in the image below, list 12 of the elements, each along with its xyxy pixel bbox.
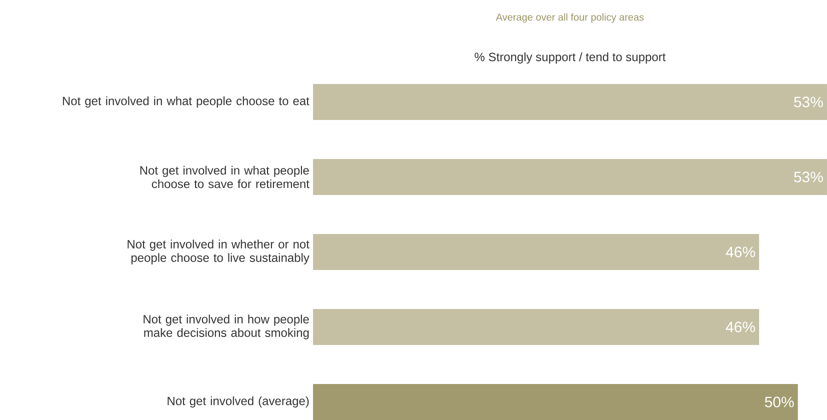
y-tick-label: Not get involved in what people choose to save for retirement <box>140 166 310 188</box>
y-tick-label: Not get involved (average) <box>168 396 309 408</box>
data-label: 53% <box>794 96 823 108</box>
data-label: 46% <box>726 246 756 258</box>
data-label: 53% <box>794 172 823 182</box>
y-tick-label: Not get involved in how people make decisions about smoking <box>144 314 309 340</box>
data-label: 50% <box>764 396 794 408</box>
y-tick-label: Not get involved in whether or not people choose to live sustainably <box>128 240 310 264</box>
data-label: 46% <box>726 322 756 332</box>
chart-title: Average over all four policy areas <box>496 13 644 23</box>
y-tick-label: Not get involved in what people choose to eat <box>62 96 310 108</box>
chart-subtitle: % Strongly support / tend to support <box>474 52 666 64</box>
